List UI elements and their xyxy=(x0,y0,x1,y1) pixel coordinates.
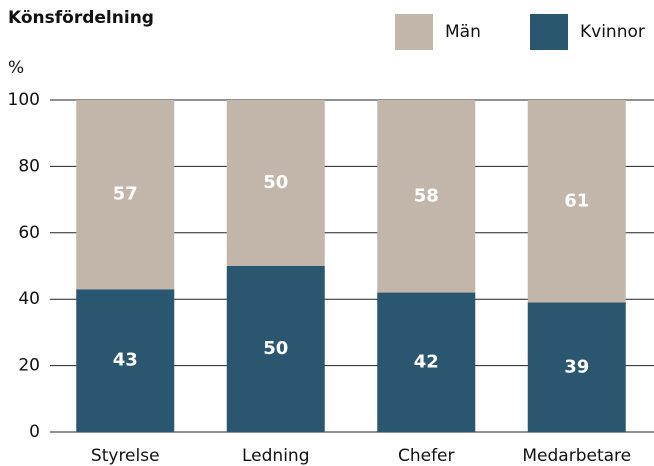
legend-swatch xyxy=(395,14,433,50)
value-label: 58 xyxy=(414,185,439,206)
y-tick-label: 100 xyxy=(8,90,40,110)
value-label: 42 xyxy=(414,351,439,372)
bar-segment xyxy=(76,100,175,290)
value-label: 61 xyxy=(564,190,589,211)
x-tick-label: Chefer xyxy=(398,446,455,466)
value-label: 50 xyxy=(263,338,288,359)
y-tick-label: 0 xyxy=(29,422,40,442)
legend-swatch xyxy=(530,14,568,50)
x-tick-label: Styrelse xyxy=(91,446,160,466)
y-tick-label: 20 xyxy=(18,356,40,376)
bar-segment xyxy=(226,266,325,432)
legend-label: Kvinnor xyxy=(580,22,645,42)
y-tick-label: 40 xyxy=(18,289,40,309)
bar-segment xyxy=(377,100,476,293)
bar-segment xyxy=(527,302,626,432)
bar-segment xyxy=(76,289,175,432)
x-tick-label: Medarbetare xyxy=(522,446,631,466)
legend-label: Män xyxy=(445,22,481,42)
x-tick-label: Ledning xyxy=(242,446,310,466)
bar-segment xyxy=(226,100,325,266)
value-label: 39 xyxy=(564,356,589,377)
value-label: 50 xyxy=(263,172,288,193)
y-tick-label: 80 xyxy=(18,156,40,176)
y-tick-label: 60 xyxy=(18,223,40,243)
value-label: 43 xyxy=(113,350,138,371)
bar-segment xyxy=(527,100,626,303)
y-axis-label: % xyxy=(8,58,24,78)
chart-title: Könsfördelning xyxy=(8,8,154,28)
value-label: 57 xyxy=(113,184,138,205)
bar-segment xyxy=(377,292,476,432)
